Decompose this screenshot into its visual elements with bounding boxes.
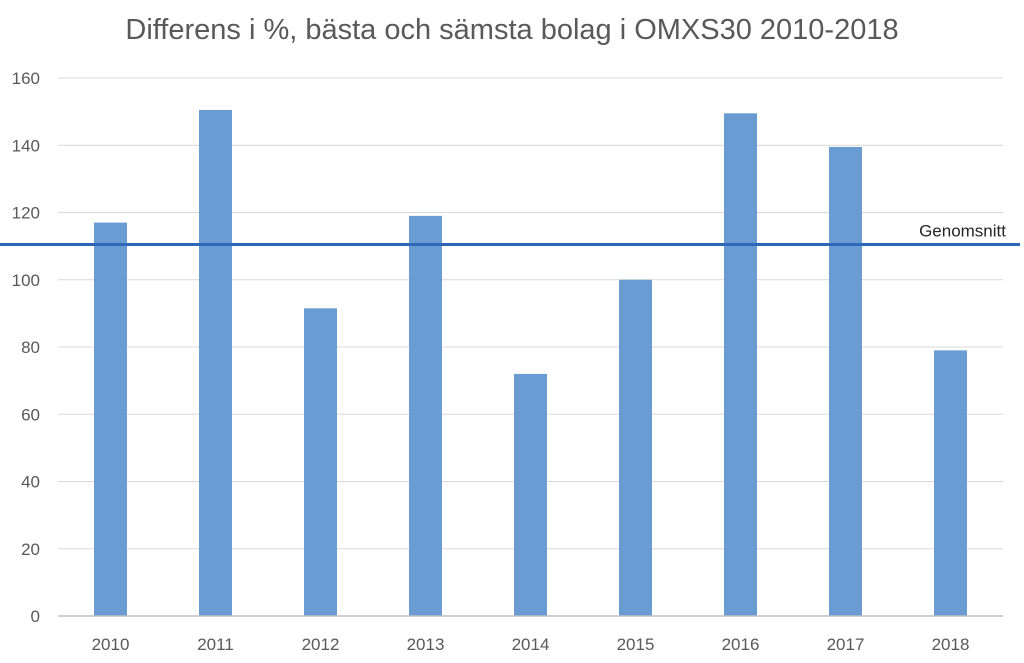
reference-line-label: Genomsnitt: [919, 221, 1006, 240]
bar: [199, 109, 232, 616]
y-tick-label: 100: [12, 271, 40, 290]
chart-title: Differens i %, bästa och sämsta bolag i …: [125, 14, 899, 46]
x-tick-label: 2015: [617, 635, 655, 654]
y-tick-label: 140: [12, 136, 40, 155]
x-tick-label: 2013: [407, 635, 445, 654]
y-tick-label: 0: [31, 607, 40, 626]
bar: [934, 350, 967, 616]
x-tick-label: 2016: [722, 635, 760, 654]
x-tick-label: 2017: [827, 635, 865, 654]
x-tick-label: 2011: [197, 635, 234, 654]
x-tick-label: 2014: [512, 635, 550, 654]
bar: [514, 373, 547, 616]
y-tick-label: 60: [21, 405, 40, 424]
bar: [94, 222, 127, 616]
y-tick-label: 40: [21, 473, 40, 492]
reference-line-group: Genomsnitt: [0, 221, 1020, 246]
bar: [829, 146, 862, 616]
bar: [409, 215, 442, 617]
bar: [304, 308, 337, 616]
bar: [724, 113, 757, 617]
y-tick-label: 20: [21, 540, 40, 559]
x-tick-label: 2012: [302, 635, 340, 654]
bars: [94, 109, 967, 617]
y-tick-label: 80: [21, 338, 40, 357]
y-tick-label: 120: [12, 204, 40, 223]
x-tick-label: 2018: [932, 635, 970, 654]
axes: 0 20 40 60 80 100 120 140 160 2010 2011 2012 2013 201…: [12, 69, 1003, 654]
y-tick-label: 160: [12, 69, 40, 88]
x-tick-label: 2010: [92, 635, 130, 654]
bar: [619, 279, 652, 616]
